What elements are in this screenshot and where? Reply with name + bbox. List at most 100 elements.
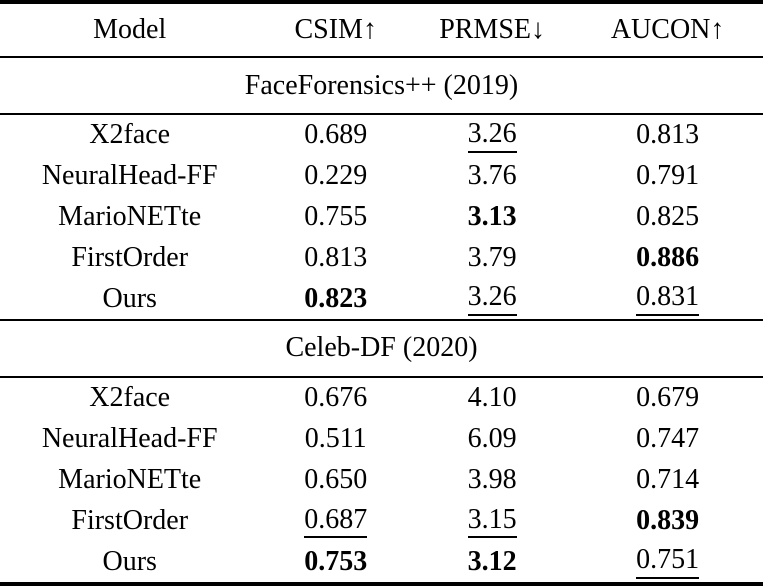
prmse-value: 3.15 [467, 504, 517, 538]
model-name: NeuralHead-FF [41, 423, 218, 455]
csim-value: 0.687 [304, 504, 368, 538]
prmse-cell: 3.26 [412, 114, 572, 156]
aucon-value: 0.747 [636, 423, 700, 455]
csim-value: 0.229 [304, 160, 368, 192]
aucon-cell: 0.813 [572, 114, 763, 156]
csim-cell: 0.229 [259, 156, 412, 197]
model-name: Ours [102, 545, 157, 577]
csim-cell: 0.755 [259, 197, 412, 238]
csim-cell: 0.687 [259, 500, 412, 541]
model-name-cell: MarioNETte [0, 197, 259, 238]
aucon-cell: 0.714 [572, 460, 763, 501]
aucon-value: 0.831 [636, 282, 700, 316]
col-header-model: Model [0, 2, 260, 58]
csim-value: 0.689 [304, 119, 368, 151]
model-name-cell: X2face [0, 114, 259, 156]
csim-cell: 0.813 [259, 237, 412, 278]
aucon-cell: 0.751 [572, 541, 763, 584]
prmse-value: 3.79 [467, 241, 517, 273]
table-header-row: Model CSIM↑ PRMSE↓ AUCON↑ [0, 2, 763, 58]
csim-cell: 0.676 [259, 377, 412, 419]
csim-cell: 0.753 [259, 541, 412, 584]
prmse-cell: 3.79 [412, 237, 572, 278]
prmse-cell: 3.26 [412, 278, 573, 321]
aucon-value: 0.751 [636, 545, 700, 579]
table-row: X2face 0.689 3.26 0.813 [0, 114, 763, 156]
csim-cell: 0.650 [259, 460, 412, 501]
aucon-value: 0.839 [636, 504, 700, 536]
aucon-cell: 0.679 [572, 377, 763, 419]
prmse-value: 3.13 [467, 201, 517, 232]
aucon-cell: 0.886 [572, 237, 763, 278]
csim-value: 0.755 [304, 201, 368, 232]
model-name: MarioNETte [58, 201, 202, 232]
csim-cell: 0.689 [259, 114, 412, 156]
prmse-cell: 6.09 [412, 419, 572, 460]
csim-value: 0.823 [304, 282, 368, 314]
prmse-cell: 4.10 [412, 377, 572, 419]
table-row: FirstOrder 0.687 3.15 0.839 [0, 500, 763, 541]
prmse-cell: 3.13 [412, 197, 572, 238]
csim-cell: 0.511 [259, 419, 412, 460]
prmse-cell: 3.98 [412, 460, 572, 501]
model-name: FirstOrder [71, 241, 189, 273]
aucon-value: 0.679 [636, 382, 700, 414]
table-row: Ours 0.753 3.12 0.751 [0, 541, 763, 584]
section-header-celebdf: Celeb-DF (2020) [0, 319, 763, 379]
model-name-cell: NeuralHead-FF [0, 419, 259, 460]
aucon-cell: 0.747 [572, 419, 763, 460]
section-title: FaceForensics++ (2019) [0, 57, 763, 116]
aucon-value: 0.825 [636, 201, 700, 232]
aucon-value: 0.791 [636, 160, 700, 192]
aucon-value: 0.813 [636, 119, 700, 151]
model-name: Ours [102, 282, 157, 314]
prmse-value: 3.26 [467, 282, 517, 316]
csim-value: 0.813 [304, 241, 368, 273]
col-header-aucon: AUCON↑ [572, 2, 763, 58]
aucon-cell: 0.791 [572, 156, 763, 197]
col-header-prmse: PRMSE↓ [412, 2, 573, 58]
model-name: NeuralHead-FF [41, 160, 218, 192]
csim-value: 0.511 [304, 423, 367, 455]
prmse-value: 3.98 [467, 463, 517, 495]
section-header-faceforensics: FaceForensics++ (2019) [0, 57, 763, 116]
aucon-value: 0.886 [636, 241, 700, 273]
model-name-cell: FirstOrder [0, 500, 259, 541]
table-row: MarioNETte 0.650 3.98 0.714 [0, 460, 763, 501]
model-name-cell: MarioNETte [0, 460, 259, 501]
prmse-value: 6.09 [467, 423, 517, 455]
prmse-value: 3.26 [467, 119, 517, 153]
model-name: FirstOrder [71, 504, 189, 536]
prmse-cell: 3.76 [412, 156, 572, 197]
prmse-cell: 3.15 [412, 500, 572, 541]
model-name-cell: Ours [0, 278, 260, 321]
aucon-value: 0.714 [636, 463, 700, 495]
model-name: MarioNETte [58, 463, 202, 495]
prmse-value: 3.12 [467, 545, 517, 577]
aucon-cell: 0.831 [572, 278, 763, 321]
csim-cell: 0.823 [259, 278, 412, 321]
model-name-cell: Ours [0, 541, 259, 584]
model-name: X2face [89, 382, 171, 414]
section-title: Celeb-DF (2020) [0, 319, 763, 379]
table-row: Ours 0.823 3.26 0.831 [0, 278, 763, 321]
csim-value: 0.676 [304, 382, 368, 414]
col-header-csim: CSIM↑ [259, 2, 412, 58]
csim-value: 0.753 [304, 545, 368, 577]
prmse-value: 4.10 [467, 382, 517, 414]
aucon-cell: 0.825 [572, 197, 763, 238]
csim-value: 0.650 [304, 463, 368, 495]
prmse-cell: 3.12 [412, 541, 572, 584]
model-name: X2face [89, 119, 171, 151]
table-row: FirstOrder 0.813 3.79 0.886 [0, 237, 763, 278]
prmse-value: 3.76 [467, 160, 517, 192]
aucon-cell: 0.839 [572, 500, 763, 541]
table-row: X2face 0.676 4.10 0.679 [0, 377, 763, 419]
model-name-cell: FirstOrder [0, 237, 259, 278]
model-name-cell: NeuralHead-FF [0, 156, 259, 197]
model-name-cell: X2face [0, 377, 259, 419]
table-row: NeuralHead-FF 0.511 6.09 0.747 [0, 419, 763, 460]
table-row: NeuralHead-FF 0.229 3.76 0.791 [0, 156, 763, 197]
